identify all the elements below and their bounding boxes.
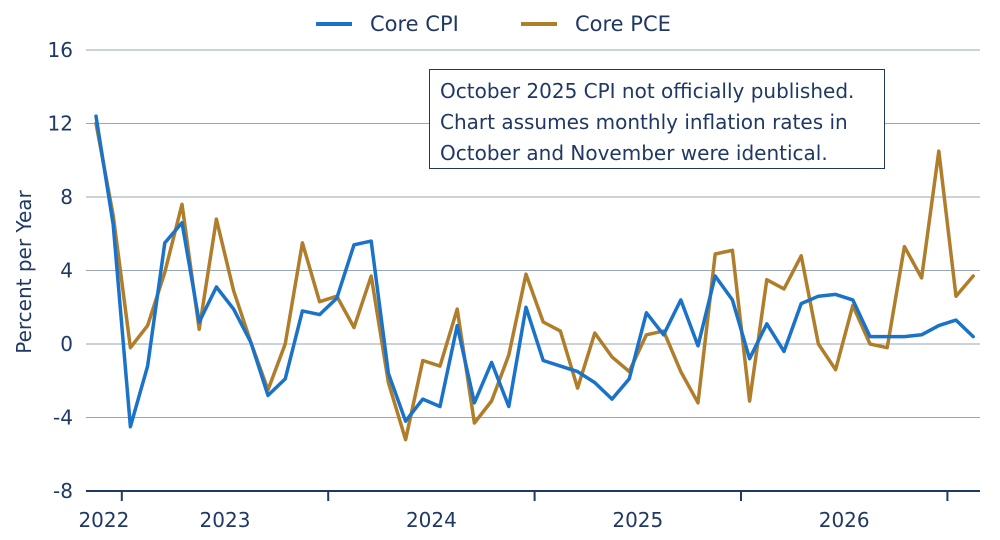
y-tick-label: 8 [60,185,73,209]
legend-label-core-cpi: Core CPI [370,12,459,36]
y-tick-label: -8 [53,479,73,503]
x-tick-label: 2022 [78,508,129,532]
x-tick-label: 2023 [200,508,251,532]
x-tick-label: 2026 [819,508,870,532]
y-tick-label: 16 [48,38,73,62]
series-line-core-pce [94,121,975,442]
annotation-line: October 2025 CPI not officially publishe… [440,79,855,103]
annotation-box: October 2025 CPI not officially publishe… [429,69,885,169]
x-axis: 2022 2023 2024 2025 2026 [78,490,980,532]
y-axis-label: Percent per Year [12,189,36,353]
legend-label-core-pce: Core PCE [575,12,671,36]
y-tick-label: -4 [53,406,73,430]
y-tick-label: 0 [60,332,73,356]
legend-item-core-cpi: Core CPI [316,12,459,36]
annotation-line: Chart assumes monthly inflation rates in [440,110,848,134]
y-axis-ticks: -8 -4 0 4 8 12 16 [48,38,73,503]
legend: Core CPI Core PCE [0,12,1000,42]
legend-item-core-pce: Core PCE [521,12,671,36]
y-tick-label: 12 [48,112,73,136]
x-tick-label: 2024 [406,508,457,532]
annotation-line: October and November were identical. [440,141,828,165]
series-line-core-cpi [94,114,975,429]
legend-swatch-core-pce [521,22,557,26]
y-tick-label: 4 [60,259,73,283]
x-tick-label: 2025 [612,508,663,532]
legend-swatch-core-cpi [316,22,352,26]
series-layer [94,114,975,442]
